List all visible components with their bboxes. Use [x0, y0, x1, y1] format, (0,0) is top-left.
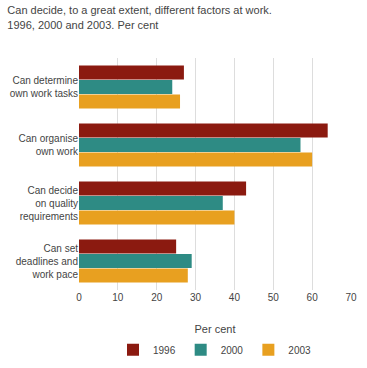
svg-text:Can setdeadlines andwork pace: Can setdeadlines andwork pace [16, 243, 79, 280]
svg-text:0: 0 [76, 292, 82, 303]
svg-text:2000: 2000 [221, 345, 244, 356]
svg-text:40: 40 [229, 292, 241, 303]
svg-text:20: 20 [151, 292, 163, 303]
svg-text:50: 50 [268, 292, 280, 303]
svg-text:1996: 1996 [153, 345, 176, 356]
svg-text:2003: 2003 [288, 345, 311, 356]
svg-text:30: 30 [190, 292, 202, 303]
svg-text:Can determineown work tasks: Can determineown work tasks [10, 75, 79, 99]
svg-text:70: 70 [345, 292, 357, 303]
svg-text:Can organiseown work: Can organiseown work [19, 133, 79, 157]
svg-text:Can decideon qualityrequiremen: Can decideon qualityrequirements [20, 185, 79, 222]
svg-text:Per cent: Per cent [195, 323, 236, 335]
svg-text:Can decide, to a great extent,: Can decide, to a great extent, different… [7, 4, 272, 30]
svg-text:10: 10 [112, 292, 124, 303]
svg-text:60: 60 [307, 292, 319, 303]
